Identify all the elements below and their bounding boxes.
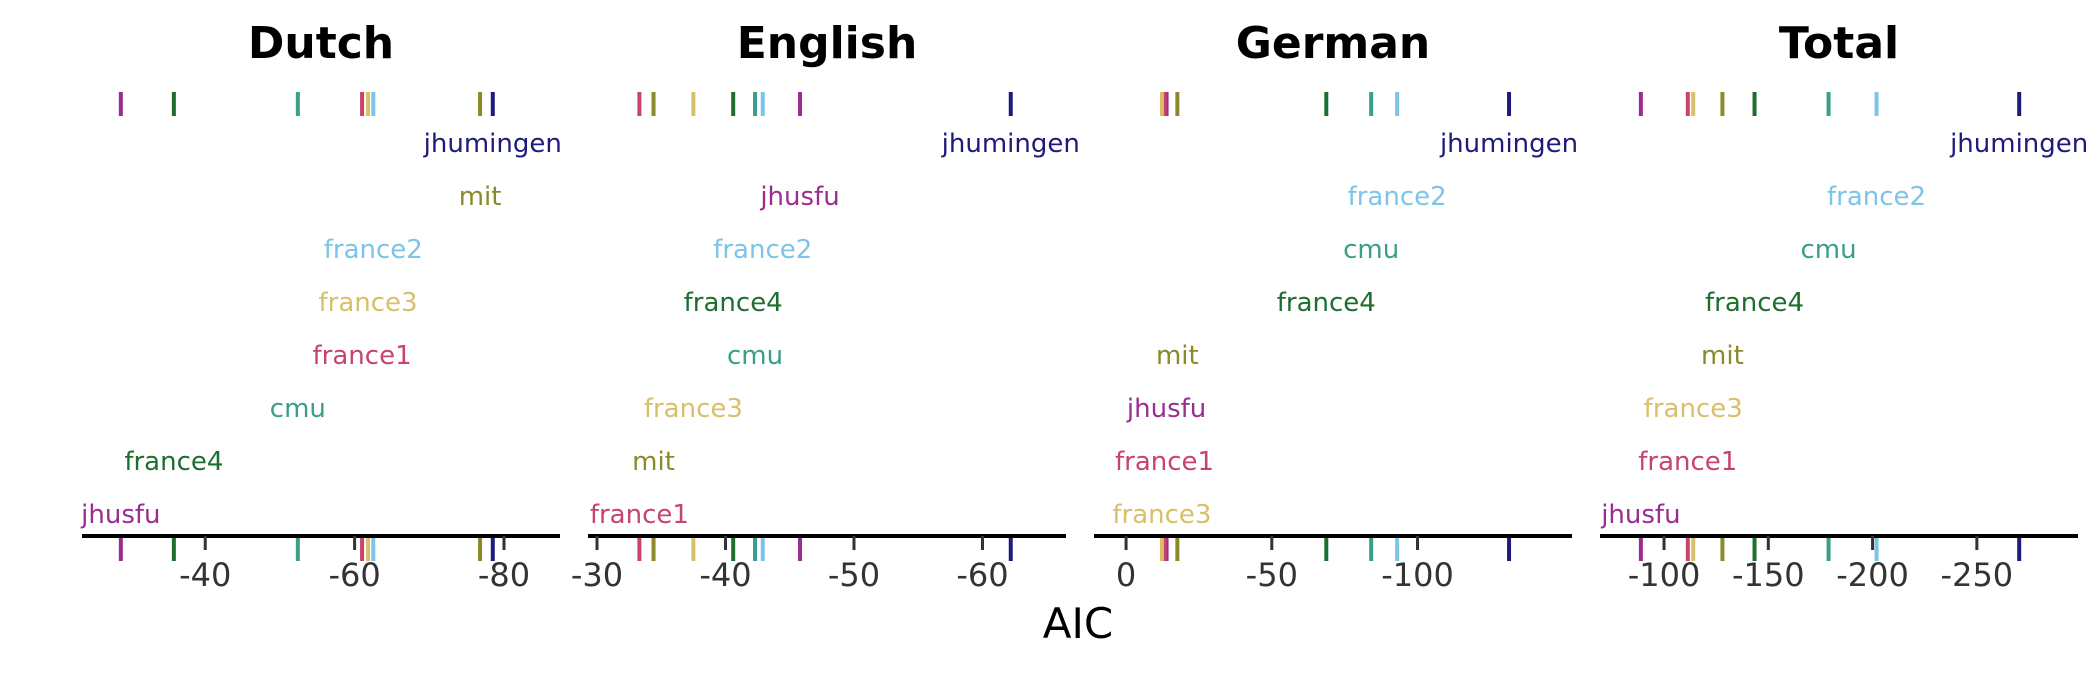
system-label: cmu: [270, 394, 326, 424]
x-tick-label: -60: [328, 556, 380, 594]
x-tick-label: -50: [828, 556, 880, 594]
x-tick-label: -30: [571, 556, 623, 594]
system-label: mit: [1156, 341, 1199, 371]
system-label: france3: [319, 288, 418, 318]
system-label: france4: [1277, 288, 1376, 318]
system-label: france1: [590, 500, 689, 530]
x-tick-label: -40: [179, 556, 231, 594]
system-label: jhusfu: [80, 500, 160, 530]
x-tick-label: -200: [1836, 556, 1909, 594]
system-label: mit: [632, 447, 675, 477]
system-label: jhusfu: [1126, 394, 1206, 424]
system-label: mit: [459, 182, 502, 212]
panel-title: Total: [1779, 18, 1899, 69]
system-label: cmu: [1801, 235, 1857, 265]
system-label: france1: [1638, 447, 1737, 477]
system-label: france2: [1827, 182, 1926, 212]
system-label: france1: [1115, 447, 1214, 477]
system-label: cmu: [1343, 235, 1399, 265]
panel-dutch: Dutch -40 -60 -80 jhumingen mit france2 france3…: [80, 18, 562, 594]
x-tick-label: -250: [1941, 556, 2014, 594]
system-label: mit: [1701, 341, 1744, 371]
system-label: jhusfu: [1600, 500, 1680, 530]
x-tick-label: -50: [1246, 556, 1298, 594]
panel-total: Total -100 -150 -200 -250 jhumingen france2 cmu…: [1600, 18, 2088, 594]
system-label: france3: [1644, 394, 1743, 424]
system-label: france4: [1705, 288, 1804, 318]
panel-german: German 0 -50 -100 jhumingen france2 cmu france4…: [1094, 18, 1578, 594]
system-label: france1: [313, 341, 412, 371]
system-label: jhumingen: [423, 129, 562, 159]
x-tick-label: -100: [1628, 556, 1701, 594]
system-label: france3: [644, 394, 743, 424]
system-label: france2: [1348, 182, 1447, 212]
panel-title: Dutch: [248, 18, 394, 69]
system-label: france3: [1112, 500, 1211, 530]
system-label: jhumingen: [1439, 129, 1578, 159]
x-tick-label: 0: [1116, 556, 1136, 594]
panel-english: English -30 -40 -50 -60 jhumingen jhusfu france…: [571, 18, 1080, 594]
x-axis-label: AIC: [1043, 599, 1113, 648]
system-label: jhumingen: [1949, 129, 2088, 159]
system-label: jhumingen: [941, 129, 1080, 159]
system-label: jhusfu: [759, 182, 839, 212]
x-tick-label: -60: [956, 556, 1008, 594]
system-label: france4: [124, 447, 223, 477]
x-tick-label: -150: [1732, 556, 1805, 594]
panels-group: Dutch -40 -60 -80 jhumingen mit france2 france3…: [80, 18, 2088, 594]
panel-title: German: [1236, 18, 1431, 69]
system-label: france2: [713, 235, 812, 265]
system-label: cmu: [727, 341, 783, 371]
x-tick-label: -40: [699, 556, 751, 594]
system-label: france4: [684, 288, 783, 318]
x-tick-label: -80: [478, 556, 530, 594]
x-tick-label: -100: [1381, 556, 1454, 594]
system-label: france2: [324, 235, 423, 265]
panel-title: English: [737, 18, 918, 69]
